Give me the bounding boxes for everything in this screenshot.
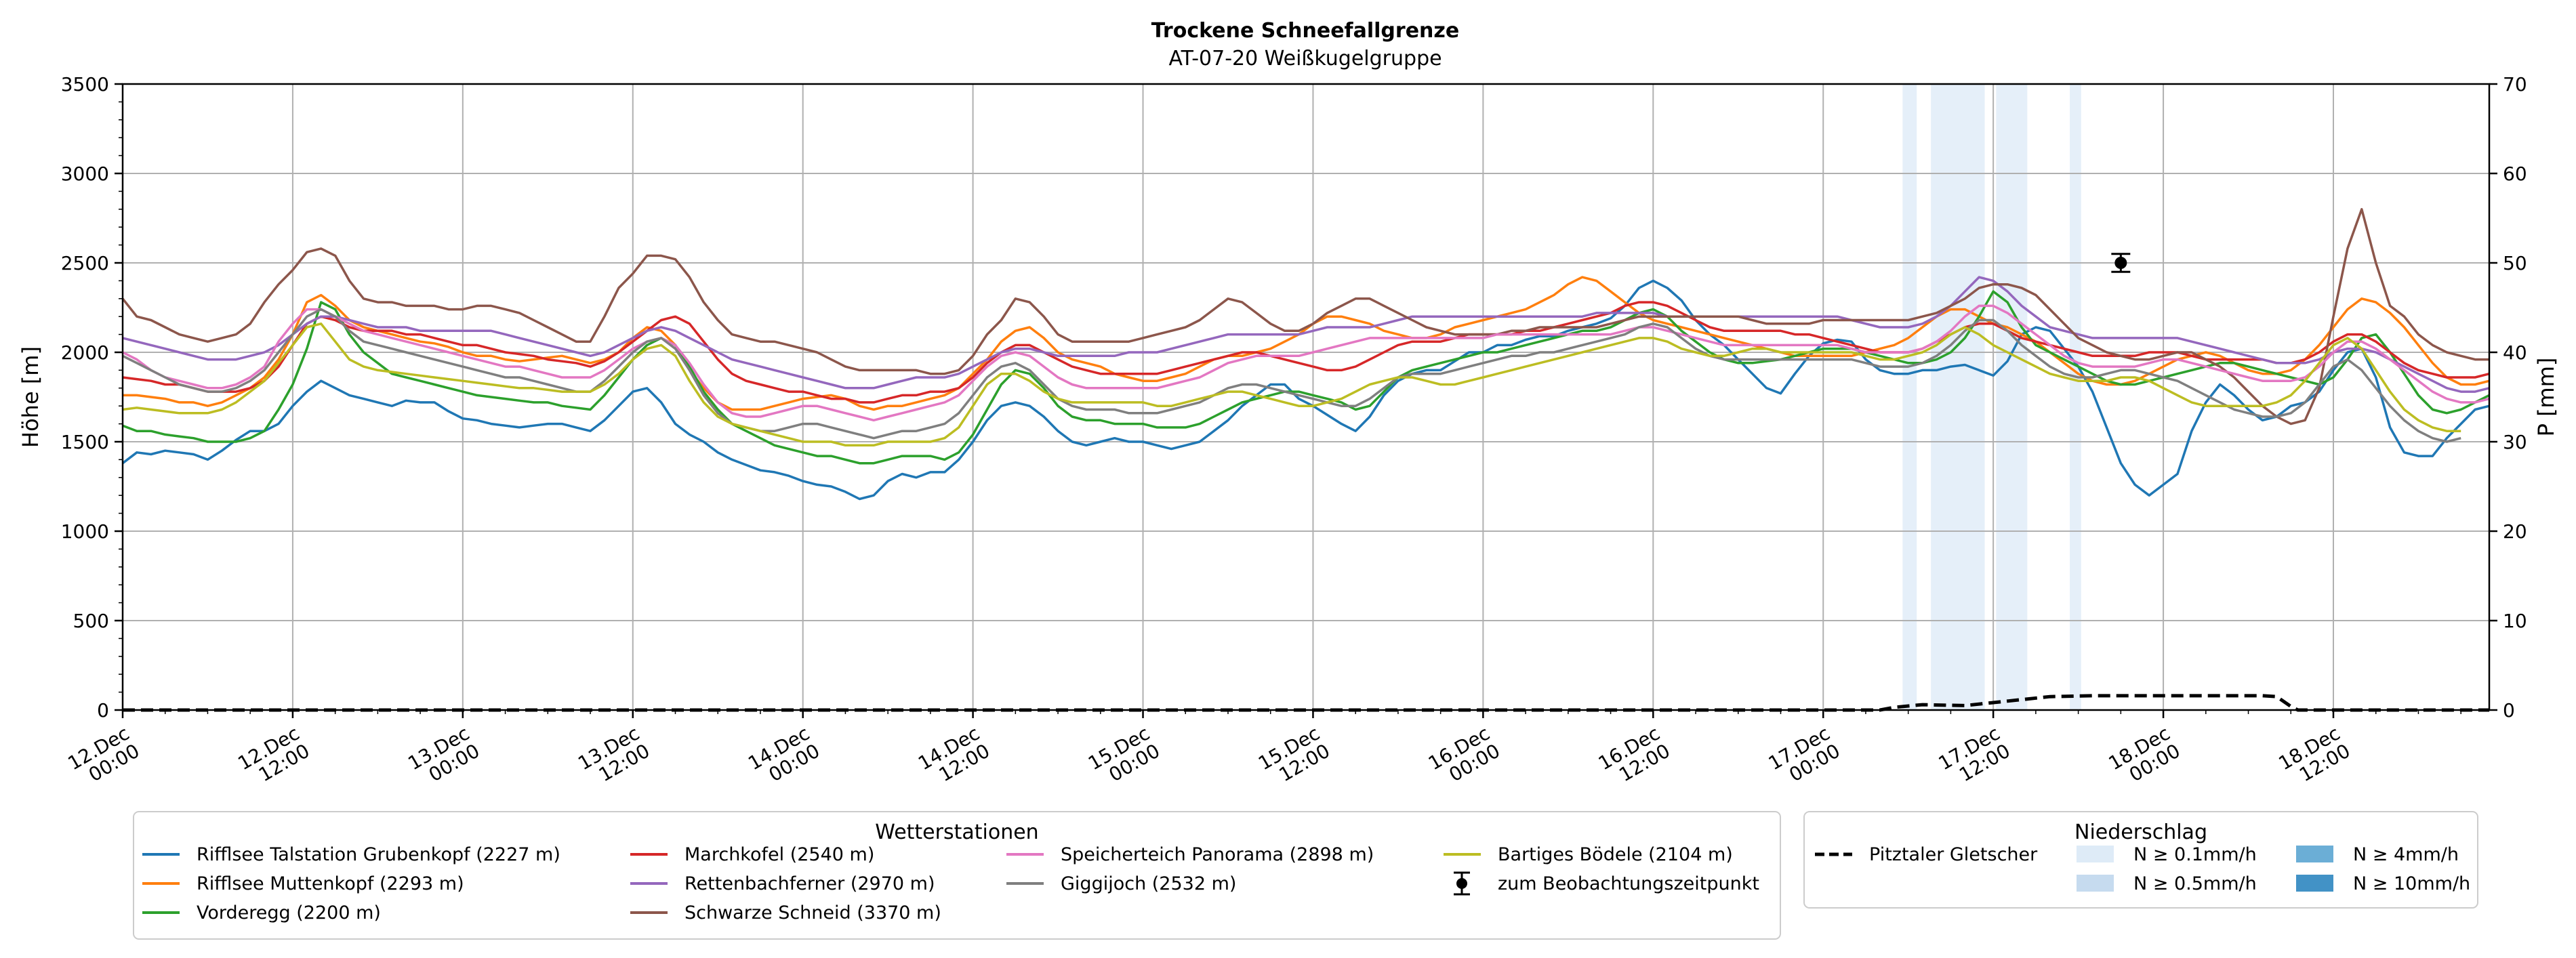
y2-tick-label-0: 0 [2503,699,2515,722]
y2-tick-label-3: 30 [2503,431,2527,453]
legend-precip-class-label-2: N ≥ 4mm/h [2353,844,2459,865]
series-line-6 [122,304,2490,422]
legend-obs-marker [1456,878,1467,889]
legend-label-3: Marchkofel (2540 m) [684,844,874,865]
plot-frame [121,83,2491,711]
station-legend [133,811,1781,940]
legend-label-5: Schwarze Schneid (3370 m) [684,902,941,923]
precip-band-0 [1902,84,1917,710]
station-series [121,208,2490,501]
y2-axis-ticks: 0 10 20 30 40 50 60 70 [2489,73,2527,722]
series-line-5 [121,208,2489,425]
legend-label-2: Vorderegg (2200 m) [197,902,381,923]
y2-tick-label-5: 50 [2503,252,2527,274]
precip-band-2 [1996,84,2028,710]
precip-band-1 [1931,84,1985,710]
series-line-7 [122,308,2461,443]
legend-label-0: Rifflsee Talstation Grubenkopf (2227 m) [197,844,560,865]
precipitation-bands [1902,84,2081,710]
series-line-1 [123,276,2490,411]
precipitation-series [123,694,2489,712]
observation-marker [2114,257,2127,269]
x-tick-label-4: 14.Dec00:00 [744,722,823,792]
x-tick-label-2: 13.Dec00:00 [404,722,483,792]
y2-axis-label: P [mm] [2533,358,2559,437]
series-line-2 [122,290,2490,465]
y-axis-label: Höhe [m] [18,346,43,448]
series-line-8 [122,322,2461,447]
x-tick-label-1: 12.Dec12:00 [234,722,313,792]
y-tick-label-2: 1000 [61,520,109,543]
x-tick-label-12: 18.Dec00:00 [2105,722,2184,792]
y2-tick-label-7: 70 [2503,73,2527,96]
legend-label-8: Bartiges Bödele (2104 m) [1498,844,1733,865]
legend-precip-class-label-3: N ≥ 10mm/h [2353,873,2470,894]
chart-subtitle: AT-07-20 Weißkugelgruppe [1168,47,1442,70]
legend-precip-class-swatch-0 [2077,846,2114,862]
legend-label-6: Speicherteich Panorama (2898 m) [1061,844,1374,865]
precip-band-3 [2070,84,2081,710]
series-line-3 [122,301,2490,404]
x-tick-label-7: 15.Dec12:00 [1254,722,1334,792]
y-tick-label-5: 2500 [61,252,109,274]
x-tick-label-10: 17.Dec00:00 [1765,722,1844,792]
legend-precip-class-swatch-3 [2296,875,2333,892]
legend-label-4: Rettenbachferner (2970 m) [684,873,935,894]
legend-precip-class-swatch-1 [2077,875,2114,892]
x-tick-label-5: 14.Dec12:00 [914,722,994,792]
precip-legend-title: Niederschlag [2074,820,2207,844]
y2-tick-label-1: 10 [2503,610,2527,632]
station-legend-title: Wetterstationen [875,820,1038,844]
y2-tick-label-2: 20 [2503,520,2527,543]
y-tick-label-1: 500 [73,610,109,632]
y-tick-label-7: 3500 [61,73,109,96]
chart-title: Trockene Schneefallgrenze [1151,19,1459,43]
x-tick-label-8: 16.Dec00:00 [1425,722,1504,792]
x-tick-label-3: 13.Dec12:00 [574,722,653,792]
x-tick-label-6: 15.Dec00:00 [1084,722,1164,792]
legend-label-7: Giggijoch (2532 m) [1061,873,1236,894]
legend-precip-class-label-1: N ≥ 0.5mm/h [2133,873,2257,894]
legend-obs-label: zum Beobachtungszeitpunkt [1498,873,1759,894]
legend-label-1: Rifflsee Muttenkopf (2293 m) [197,873,464,894]
precip-legend-items: Pitztaler Gletscher N ≥ 0.1mm/h N ≥ 0.5mm/… [1815,844,2470,894]
x-tick-label-9: 16.Dec12:00 [1595,722,1674,792]
y-tick-label-0: 0 [97,699,109,722]
station-legend-items: Rifflsee Talstation Grubenkopf (2227 m) R… [142,844,1759,923]
precip-line [123,694,2489,712]
legend-precip-label: Pitztaler Gletscher [1869,844,2038,865]
series-line-4 [122,276,2490,393]
x-axis-ticks: 12.Dec00:00 12.Dec12:00 13.Dec00:00 13.Dec1… [64,710,2461,792]
observation-point [2111,253,2131,273]
y2-tick-label-4: 40 [2503,341,2527,364]
y-tick-label-6: 3000 [61,163,109,185]
x-tick-label-11: 17.Dec12:00 [1935,722,2014,792]
y-tick-label-4: 2000 [61,341,109,364]
series-line-0 [121,279,2490,501]
legend-precip-class-swatch-2 [2296,846,2333,862]
y2-tick-label-6: 60 [2503,163,2527,185]
y-tick-label-3: 1500 [61,431,109,453]
x-tick-label-13: 18.Dec12:00 [2274,722,2354,792]
legend-precip-class-label-0: N ≥ 0.1mm/h [2133,844,2257,865]
y-axis-ticks: 0 500 1000 1500 2000 2500 3000 3500 [61,73,123,722]
x-tick-label-0: 12.Dec00:00 [64,722,144,792]
